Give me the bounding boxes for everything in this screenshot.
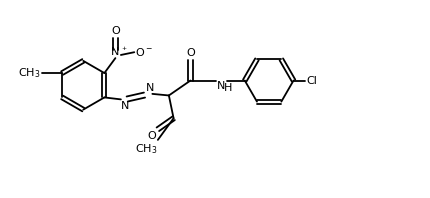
Text: O: O: [186, 48, 195, 58]
Text: CH$_3$: CH$_3$: [135, 142, 157, 156]
Text: O$^-$: O$^-$: [135, 46, 153, 58]
Text: CH$_3$: CH$_3$: [18, 66, 40, 80]
Text: O: O: [147, 131, 156, 141]
Text: N: N: [216, 81, 225, 91]
Text: N: N: [121, 101, 130, 111]
Text: O: O: [111, 27, 120, 36]
Text: N: N: [146, 84, 154, 93]
Text: N: N: [111, 47, 119, 57]
Text: Cl: Cl: [306, 75, 317, 86]
Text: $^+$: $^+$: [120, 45, 128, 54]
Text: H: H: [224, 83, 232, 93]
